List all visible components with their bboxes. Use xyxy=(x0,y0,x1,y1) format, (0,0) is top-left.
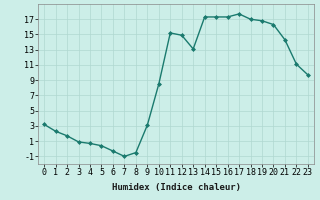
X-axis label: Humidex (Indice chaleur): Humidex (Indice chaleur) xyxy=(111,183,241,192)
